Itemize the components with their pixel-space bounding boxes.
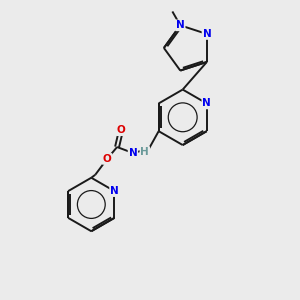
Text: N: N <box>128 148 137 158</box>
Text: N: N <box>176 20 185 30</box>
Text: H: H <box>140 147 149 157</box>
Text: N: N <box>202 98 211 108</box>
Text: N: N <box>202 29 211 39</box>
Text: O: O <box>103 154 112 164</box>
Text: O: O <box>117 125 125 135</box>
Text: N: N <box>110 186 119 196</box>
